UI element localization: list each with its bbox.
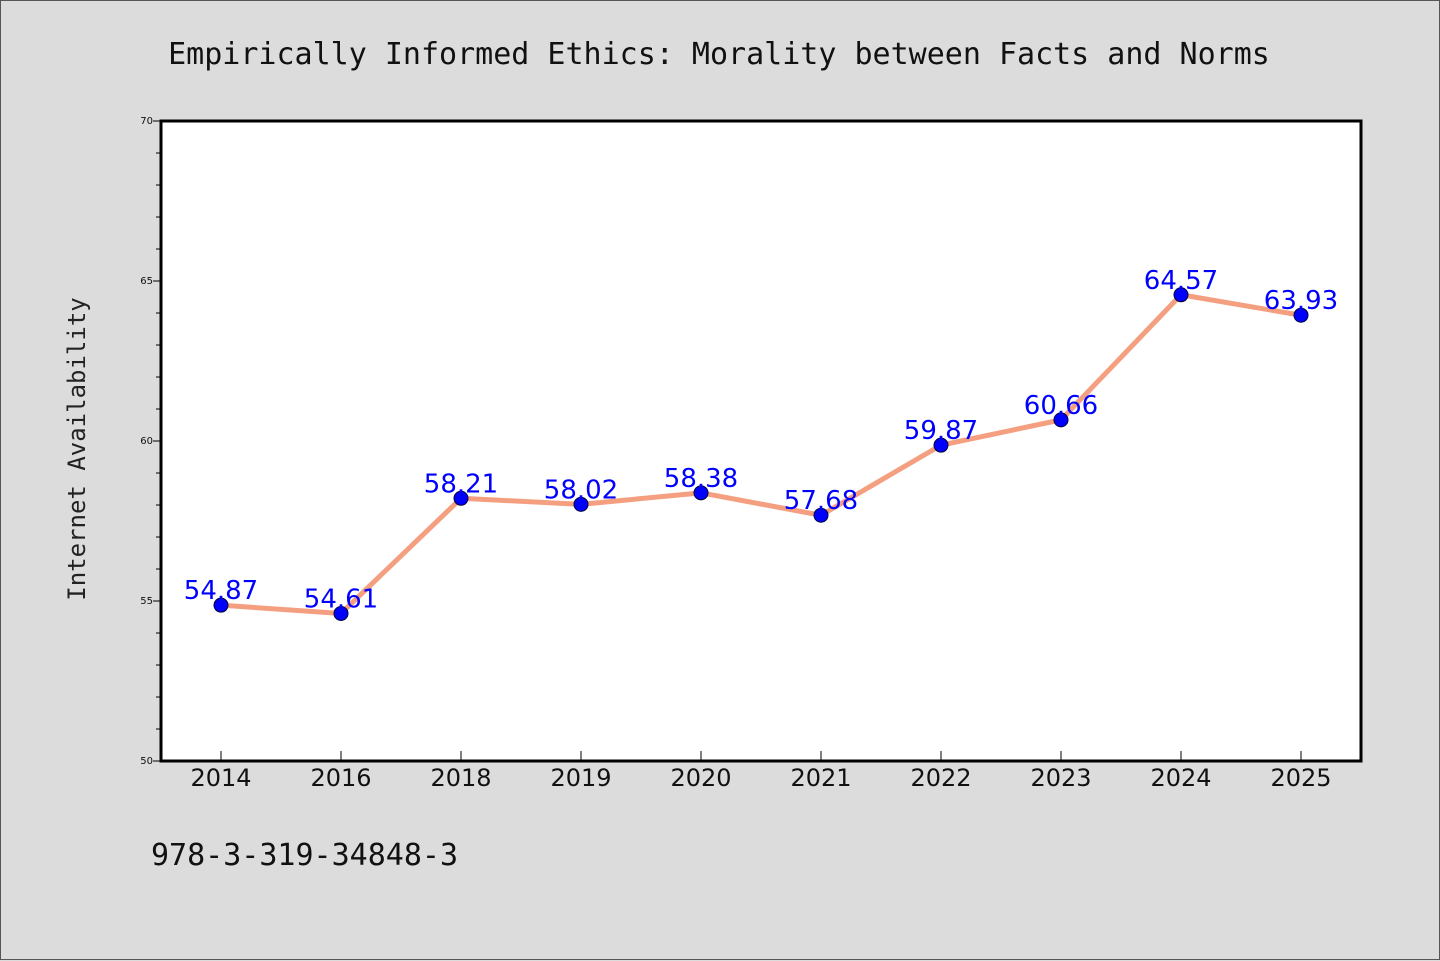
data-label: 64.57 [1144,266,1218,296]
isbn-footer: 978-3-319-34848-3 [151,838,458,873]
series-line [218,292,1304,616]
data-point [693,485,709,501]
data-point [1293,307,1309,323]
y-tick-label: 50 [140,756,153,767]
data-point [813,507,829,523]
data-label: 63.93 [1264,286,1338,316]
data-label: 58.02 [544,475,618,505]
data-point [453,490,469,506]
y-tick-label: 70 [140,116,153,127]
data-point [573,496,589,512]
data-point [933,437,949,453]
data-label: 60.66 [1024,391,1098,421]
y-tick-label: 55 [140,596,153,607]
data-point [1173,287,1189,303]
x-tick-label: 2024 [1150,764,1211,792]
series-layer: 54.87 54.61 58.21 58.02 58.38 57.68 59.87 60.66… [184,266,1338,621]
x-tick-label: 2014 [190,764,251,792]
data-point [1053,412,1069,428]
y-axis-label: Internet Availability [63,297,91,600]
x-tick-label: 2021 [790,764,851,792]
x-tick-label: 2020 [670,764,731,792]
x-tick-label: 2022 [910,764,971,792]
plot-area [159,119,1363,763]
x-tick-label: 2025 [1270,764,1331,792]
x-tick-label: 2016 [310,764,371,792]
x-tick-label: 2018 [430,764,491,792]
y-tick-label: 60 [140,436,153,447]
x-axis-ticks: 2014 2016 2018 2019 2020 2021 2022 2023 2024 2025 [190,751,1332,792]
data-label: 58.21 [424,469,498,499]
data-point [213,597,229,613]
x-tick-label: 2023 [1030,764,1091,792]
data-label: 57.68 [784,486,858,516]
data-label: 59.87 [904,416,978,446]
x-tick-label: 2019 [550,764,611,792]
chart-title: Empirically Informed Ethics: Morality be… [168,37,1270,72]
y-tick-label: 65 [140,276,153,287]
data-label: 54.61 [304,584,378,614]
y-axis-ticks: 50 55 60 65 70 [140,116,161,767]
data-point [333,605,349,621]
data-label: 54.87 [184,576,258,606]
data-label: 58.38 [664,464,738,494]
